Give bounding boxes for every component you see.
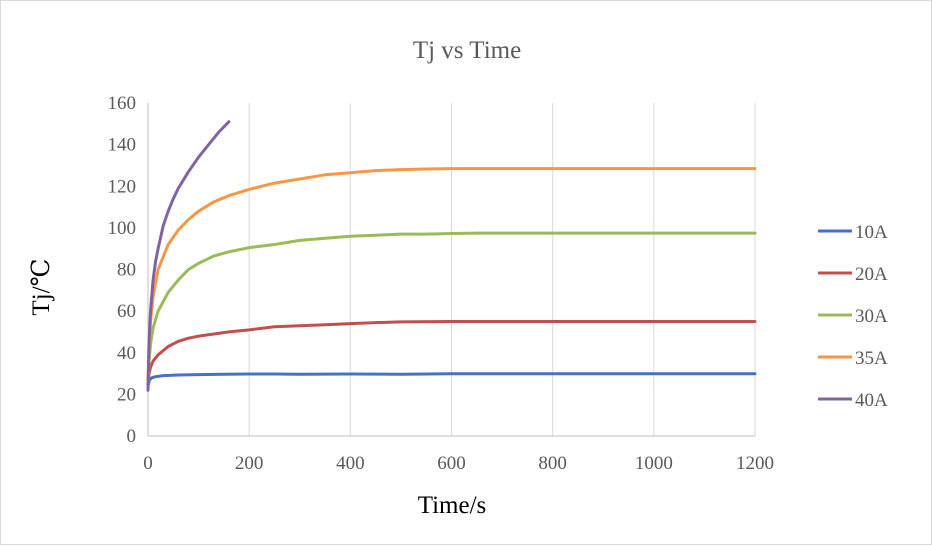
y-tick-label: 140 — [108, 135, 137, 156]
y-tick-label: 40 — [117, 343, 136, 364]
y-tick-label: 160 — [108, 93, 137, 114]
series-line-20A — [146, 320, 757, 386]
series-lines — [146, 120, 757, 392]
series-line-10A — [146, 372, 757, 388]
legend-item-40A: 40A — [818, 390, 888, 411]
gridlines — [248, 103, 756, 436]
y-tick-label: 60 — [117, 301, 136, 322]
legend-item-30A: 30A — [818, 306, 888, 327]
x-tick-label: 200 — [235, 453, 264, 474]
series-line-30A — [146, 231, 757, 384]
y-axis-title: Tj/℃ — [28, 258, 55, 315]
series-line-40A — [146, 120, 231, 392]
x-tick-label: 1000 — [635, 453, 673, 474]
legend-item-10A: 10A — [818, 222, 888, 243]
x-tick-label: 800 — [538, 453, 567, 474]
y-tick-label: 80 — [117, 260, 136, 281]
x-axis-title: Time/s — [418, 492, 487, 519]
legend-label: 35A — [855, 348, 888, 369]
legend-item-20A: 20A — [818, 264, 888, 285]
y-tick-label: 120 — [108, 176, 137, 197]
series-line-35A — [146, 167, 757, 382]
x-tick-label: 1200 — [736, 453, 774, 474]
x-tick-label: 400 — [336, 453, 365, 474]
y-tick-label: 100 — [108, 218, 137, 239]
legend-label: 10A — [855, 222, 888, 243]
y-tick-label: 0 — [127, 426, 137, 447]
legend-label: 20A — [855, 264, 888, 285]
legend-item-35A: 35A — [818, 348, 888, 369]
legend-label: 40A — [855, 390, 888, 411]
legend-label: 30A — [855, 306, 888, 327]
x-tick-label: 600 — [437, 453, 466, 474]
tick-labels: 0 20 40 60 80 100 120 140 160 0 200 400 600 800 1000 12… — [108, 93, 775, 474]
x-tick-label: 0 — [143, 453, 153, 474]
y-tick-label: 20 — [117, 384, 136, 405]
chart-title: Tj vs Time — [413, 37, 521, 64]
legend: 10A 20A 30A 35A 40A — [818, 222, 888, 411]
